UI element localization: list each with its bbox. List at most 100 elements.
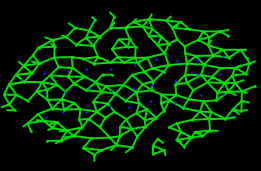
Point (36, 113, 40, 115)
Point (151, 153, 155, 155)
Point (91, 100, 96, 103)
Point (7, 103, 11, 106)
Point (40, 81, 44, 84)
Point (81, 57, 86, 60)
Point (84, 110, 88, 113)
Point (13, 109, 17, 112)
Point (173, 101, 177, 104)
Point (223, 82, 227, 84)
Point (71, 67, 75, 69)
Point (130, 86, 135, 89)
Point (221, 93, 226, 96)
Point (175, 122, 179, 125)
Point (112, 15, 116, 18)
Point (84, 36, 88, 39)
Point (29, 130, 33, 133)
Point (63, 90, 68, 93)
Point (150, 67, 155, 70)
Point (64, 36, 68, 38)
Point (130, 74, 134, 76)
Point (57, 66, 61, 68)
Point (195, 73, 200, 76)
Point (130, 128, 134, 130)
Point (182, 45, 187, 48)
Point (135, 136, 139, 138)
Point (50, 107, 54, 110)
Point (194, 55, 198, 57)
Point (116, 56, 120, 58)
Point (80, 126, 85, 129)
Point (15, 94, 19, 96)
Point (174, 139, 179, 141)
Point (207, 36, 211, 39)
Point (183, 52, 187, 55)
Point (143, 119, 147, 121)
Point (77, 118, 81, 121)
Point (7, 83, 11, 86)
Point (73, 26, 77, 29)
Point (59, 139, 63, 142)
Point (221, 55, 225, 58)
Point (134, 46, 138, 49)
Point (21, 64, 26, 67)
Point (48, 74, 52, 77)
Point (130, 146, 134, 149)
Point (167, 126, 171, 129)
Point (50, 127, 55, 129)
Point (233, 82, 237, 84)
Point (63, 91, 67, 93)
Point (89, 137, 93, 140)
Point (62, 108, 66, 111)
Point (127, 105, 131, 108)
Point (100, 73, 105, 76)
Point (84, 67, 88, 70)
Point (248, 62, 252, 64)
Point (210, 76, 214, 78)
Point (182, 145, 186, 148)
Point (211, 54, 215, 57)
Point (99, 149, 103, 152)
Point (45, 99, 50, 101)
Point (179, 21, 183, 23)
Point (240, 99, 244, 102)
Point (84, 89, 88, 92)
Point (87, 29, 91, 32)
Point (218, 72, 222, 75)
Point (20, 78, 25, 80)
Point (185, 62, 189, 65)
Point (149, 99, 153, 102)
Point (65, 129, 69, 132)
Point (175, 59, 179, 62)
Point (55, 83, 59, 86)
Point (239, 110, 244, 112)
Point (42, 120, 46, 122)
Point (164, 19, 168, 22)
Point (188, 28, 192, 31)
Point (135, 61, 140, 64)
Point (170, 26, 174, 29)
Point (2, 93, 6, 96)
Point (205, 81, 210, 84)
Point (227, 90, 231, 93)
Point (51, 39, 55, 41)
Point (145, 108, 149, 111)
Point (159, 35, 164, 38)
Point (200, 135, 204, 137)
Point (109, 89, 114, 92)
Point (81, 147, 85, 149)
Point (189, 136, 194, 139)
Point (201, 100, 206, 103)
Point (162, 70, 166, 73)
Point (66, 70, 70, 72)
Point (93, 81, 98, 84)
Point (93, 18, 97, 21)
Point (126, 45, 130, 48)
Point (61, 110, 65, 113)
Point (199, 94, 203, 97)
Point (239, 48, 243, 51)
Point (26, 122, 30, 125)
Point (151, 80, 156, 83)
Point (162, 109, 166, 112)
Point (108, 136, 112, 139)
Point (181, 107, 185, 109)
